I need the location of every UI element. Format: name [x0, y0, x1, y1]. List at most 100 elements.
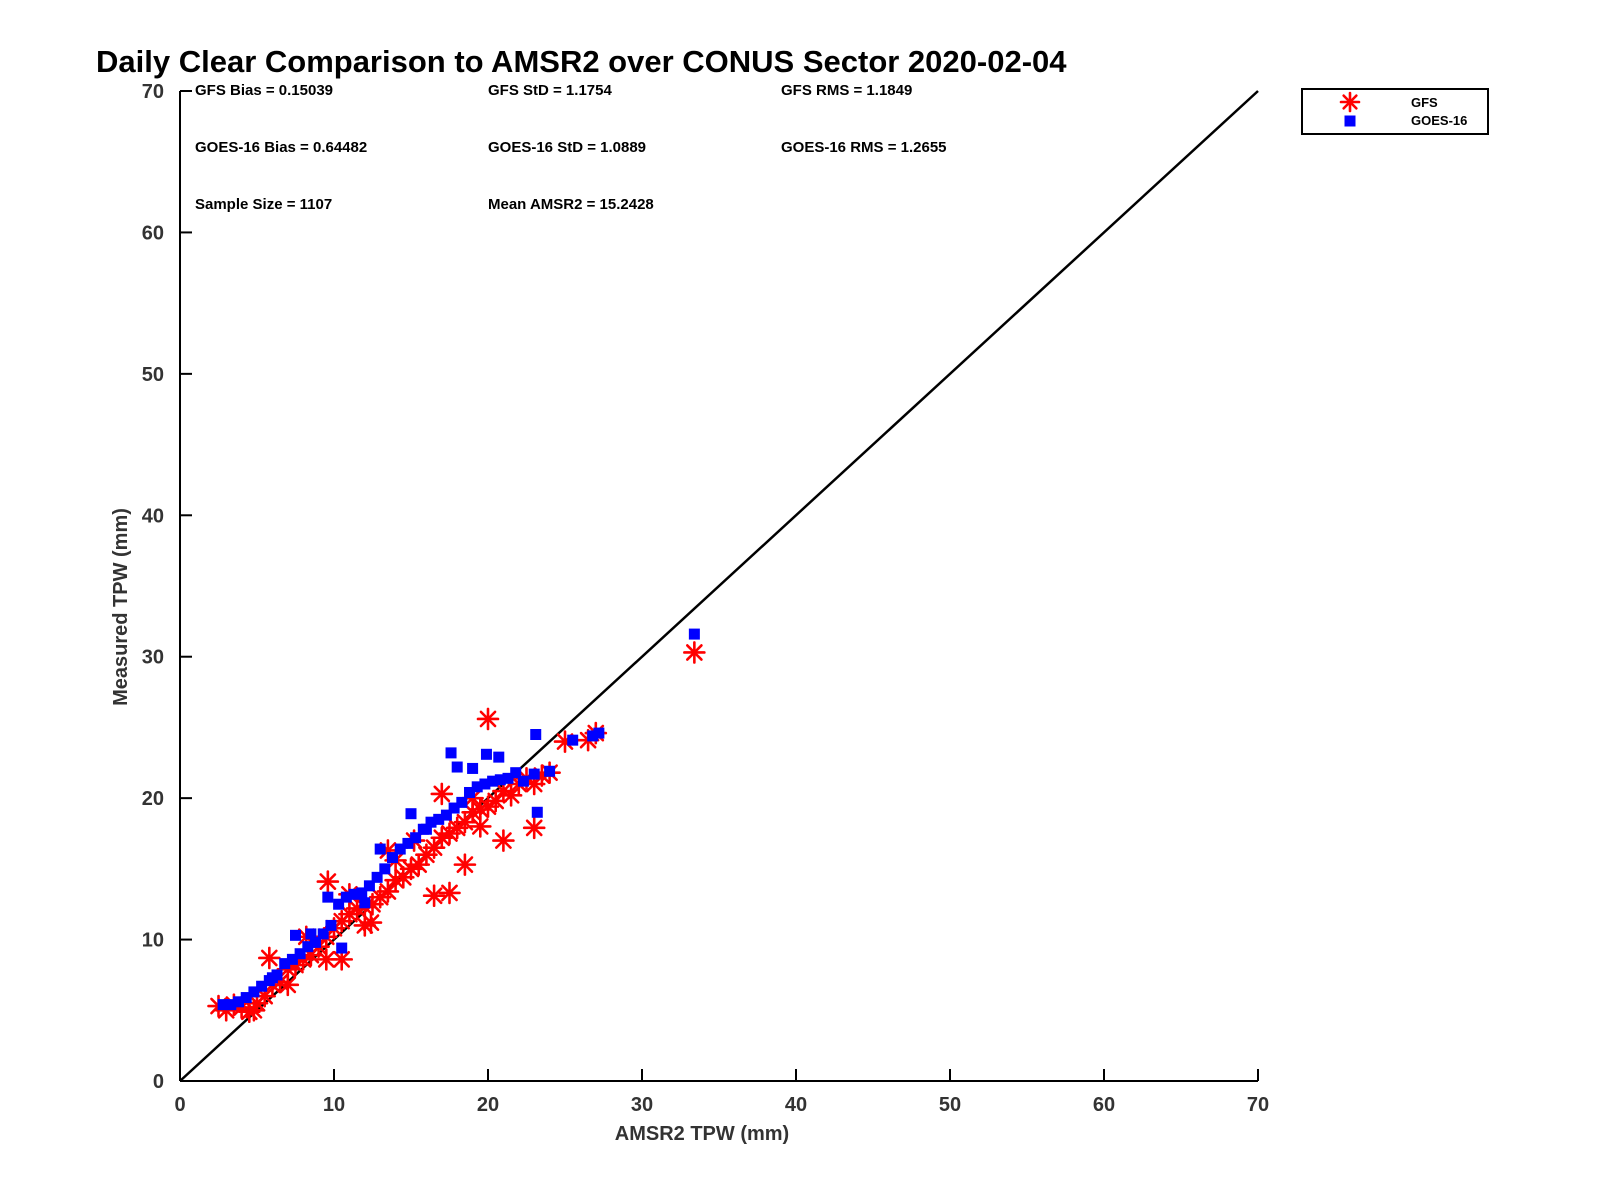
reference-line-group: [179, 90, 1259, 1082]
goes-16-point: [305, 928, 317, 940]
goes-16-point: [322, 891, 334, 903]
gfs-point: [492, 829, 515, 852]
goes-16-point: [493, 751, 505, 763]
goes-16-point: [480, 748, 492, 760]
goes-16-point: [371, 871, 383, 883]
goes-16-point: [425, 816, 437, 828]
goes-16-point: [248, 986, 260, 998]
y-tick-label: 40: [142, 505, 164, 527]
goes-16-point: [233, 996, 245, 1008]
goes-16-point: [587, 730, 599, 742]
goes-16-point: [348, 888, 360, 900]
goes-16-point: [286, 953, 298, 965]
goes-16-point: [445, 747, 457, 759]
gfs-point: [258, 946, 281, 970]
gfs-point: [499, 784, 523, 807]
axes: 0 10 20 30 40 50 60 70 0 10 20 30 40 50 60 70: [142, 81, 1269, 1116]
goes-16-point: [487, 775, 499, 787]
goes-16-point: [217, 999, 229, 1011]
y-axis-label: Measured TPW (mm): [110, 508, 132, 706]
legend-goes-label: GOES-16: [1411, 113, 1467, 128]
goes-bias-stat: GOES-16 Bias = 0.64482: [195, 139, 367, 156]
goes-16-point: [530, 729, 542, 740]
goes-16-point: [456, 796, 468, 808]
x-tick-label: 30: [631, 1094, 653, 1116]
goes-16-point: [410, 832, 422, 844]
gfs-std-stat: GFS StD = 1.1754: [488, 82, 612, 99]
goes-16-point: [290, 929, 301, 941]
gfs-point: [353, 914, 377, 937]
goes-16-point: [510, 767, 522, 779]
chart-title: Daily Clear Comparison to AMSR2 over CON…: [96, 44, 1067, 79]
goes-16-point: [256, 980, 268, 992]
goes-16-point: [440, 809, 452, 821]
goes-std-stat: GOES-16 StD = 1.0889: [488, 139, 646, 156]
goes-16-point: [448, 802, 460, 814]
goes-16-point: [394, 843, 406, 855]
legend-gfs-label: GFS: [1411, 95, 1438, 110]
goes-16-point: [479, 778, 491, 790]
goes-16-point: [333, 898, 345, 910]
gfs-point: [438, 881, 461, 905]
gfs-point: [522, 816, 546, 840]
goes-16-point: [310, 936, 322, 948]
goes-16-point: [374, 843, 386, 855]
x-tick-label: 40: [785, 1094, 807, 1116]
goes-16-point: [266, 972, 278, 984]
legend-box: [1301, 88, 1489, 135]
goes-16-series: [217, 628, 700, 1011]
goes-16-point: [279, 958, 291, 970]
legend-gfs-asterisk: [1339, 91, 1361, 113]
goes-16-point: [302, 941, 314, 953]
stats-annotations: GFS Bias = 0.15039 GFS StD = 1.1754 GFS …: [195, 82, 947, 213]
goes-16-point: [402, 837, 414, 849]
x-tick-label: 60: [1093, 1094, 1115, 1116]
gfs-point: [430, 782, 454, 806]
goes-16-point: [225, 999, 237, 1011]
gfs-point: [359, 911, 383, 934]
goes-16-point: [240, 992, 252, 1004]
goes-16-point: [336, 942, 348, 954]
gfs-point: [453, 853, 477, 876]
goes-16-point: [567, 734, 579, 746]
gfs-point: [376, 880, 400, 903]
gfs-point: [422, 836, 446, 859]
y-tick-label: 30: [142, 647, 164, 669]
goes-16-point: [464, 786, 476, 798]
goes-16-point: [294, 948, 306, 960]
goes-16-point: [340, 891, 352, 903]
one-to-one-line: [179, 90, 1259, 1082]
goes-16-point: [528, 768, 540, 780]
goes-16-point: [359, 897, 371, 909]
y-tick-label: 0: [153, 1071, 164, 1093]
gfs-point: [316, 870, 340, 893]
gfs-point: [476, 707, 500, 731]
y-tick-label: 50: [142, 364, 164, 386]
gfs-bias-stat: GFS Bias = 0.15039: [195, 82, 333, 99]
legend-goes-square: [1344, 115, 1356, 127]
gfs-point: [468, 815, 492, 838]
mean-amsr2-stat: Mean AMSR2 = 15.2428: [488, 196, 654, 213]
goes-16-point: [688, 628, 700, 640]
x-tick-label: 50: [939, 1094, 961, 1116]
goes-16-point: [544, 765, 556, 777]
goes-16-point: [494, 774, 506, 786]
gfs-point: [314, 948, 338, 971]
gfs-point: [330, 948, 354, 971]
goes-16-point: [517, 775, 529, 787]
goes-16-point: [420, 823, 432, 835]
gfs-point: [453, 810, 477, 834]
goes-16-point: [531, 806, 543, 818]
goes-16-point: [363, 880, 375, 892]
goes-rms-stat: GOES-16 RMS = 1.2655: [781, 139, 947, 156]
goes-16-point: [593, 727, 605, 739]
y-tick-label: 10: [142, 930, 164, 952]
goes-16-point: [356, 887, 368, 899]
legend-gfs-marker: [1339, 91, 1361, 113]
goes-16-point: [451, 761, 463, 773]
gfs-point: [683, 641, 706, 664]
y-tick-label: 70: [142, 81, 164, 103]
sample-size-stat: Sample Size = 1107: [195, 196, 332, 213]
y-tick-label: 60: [142, 222, 164, 244]
y-tick-label: 20: [142, 788, 164, 810]
